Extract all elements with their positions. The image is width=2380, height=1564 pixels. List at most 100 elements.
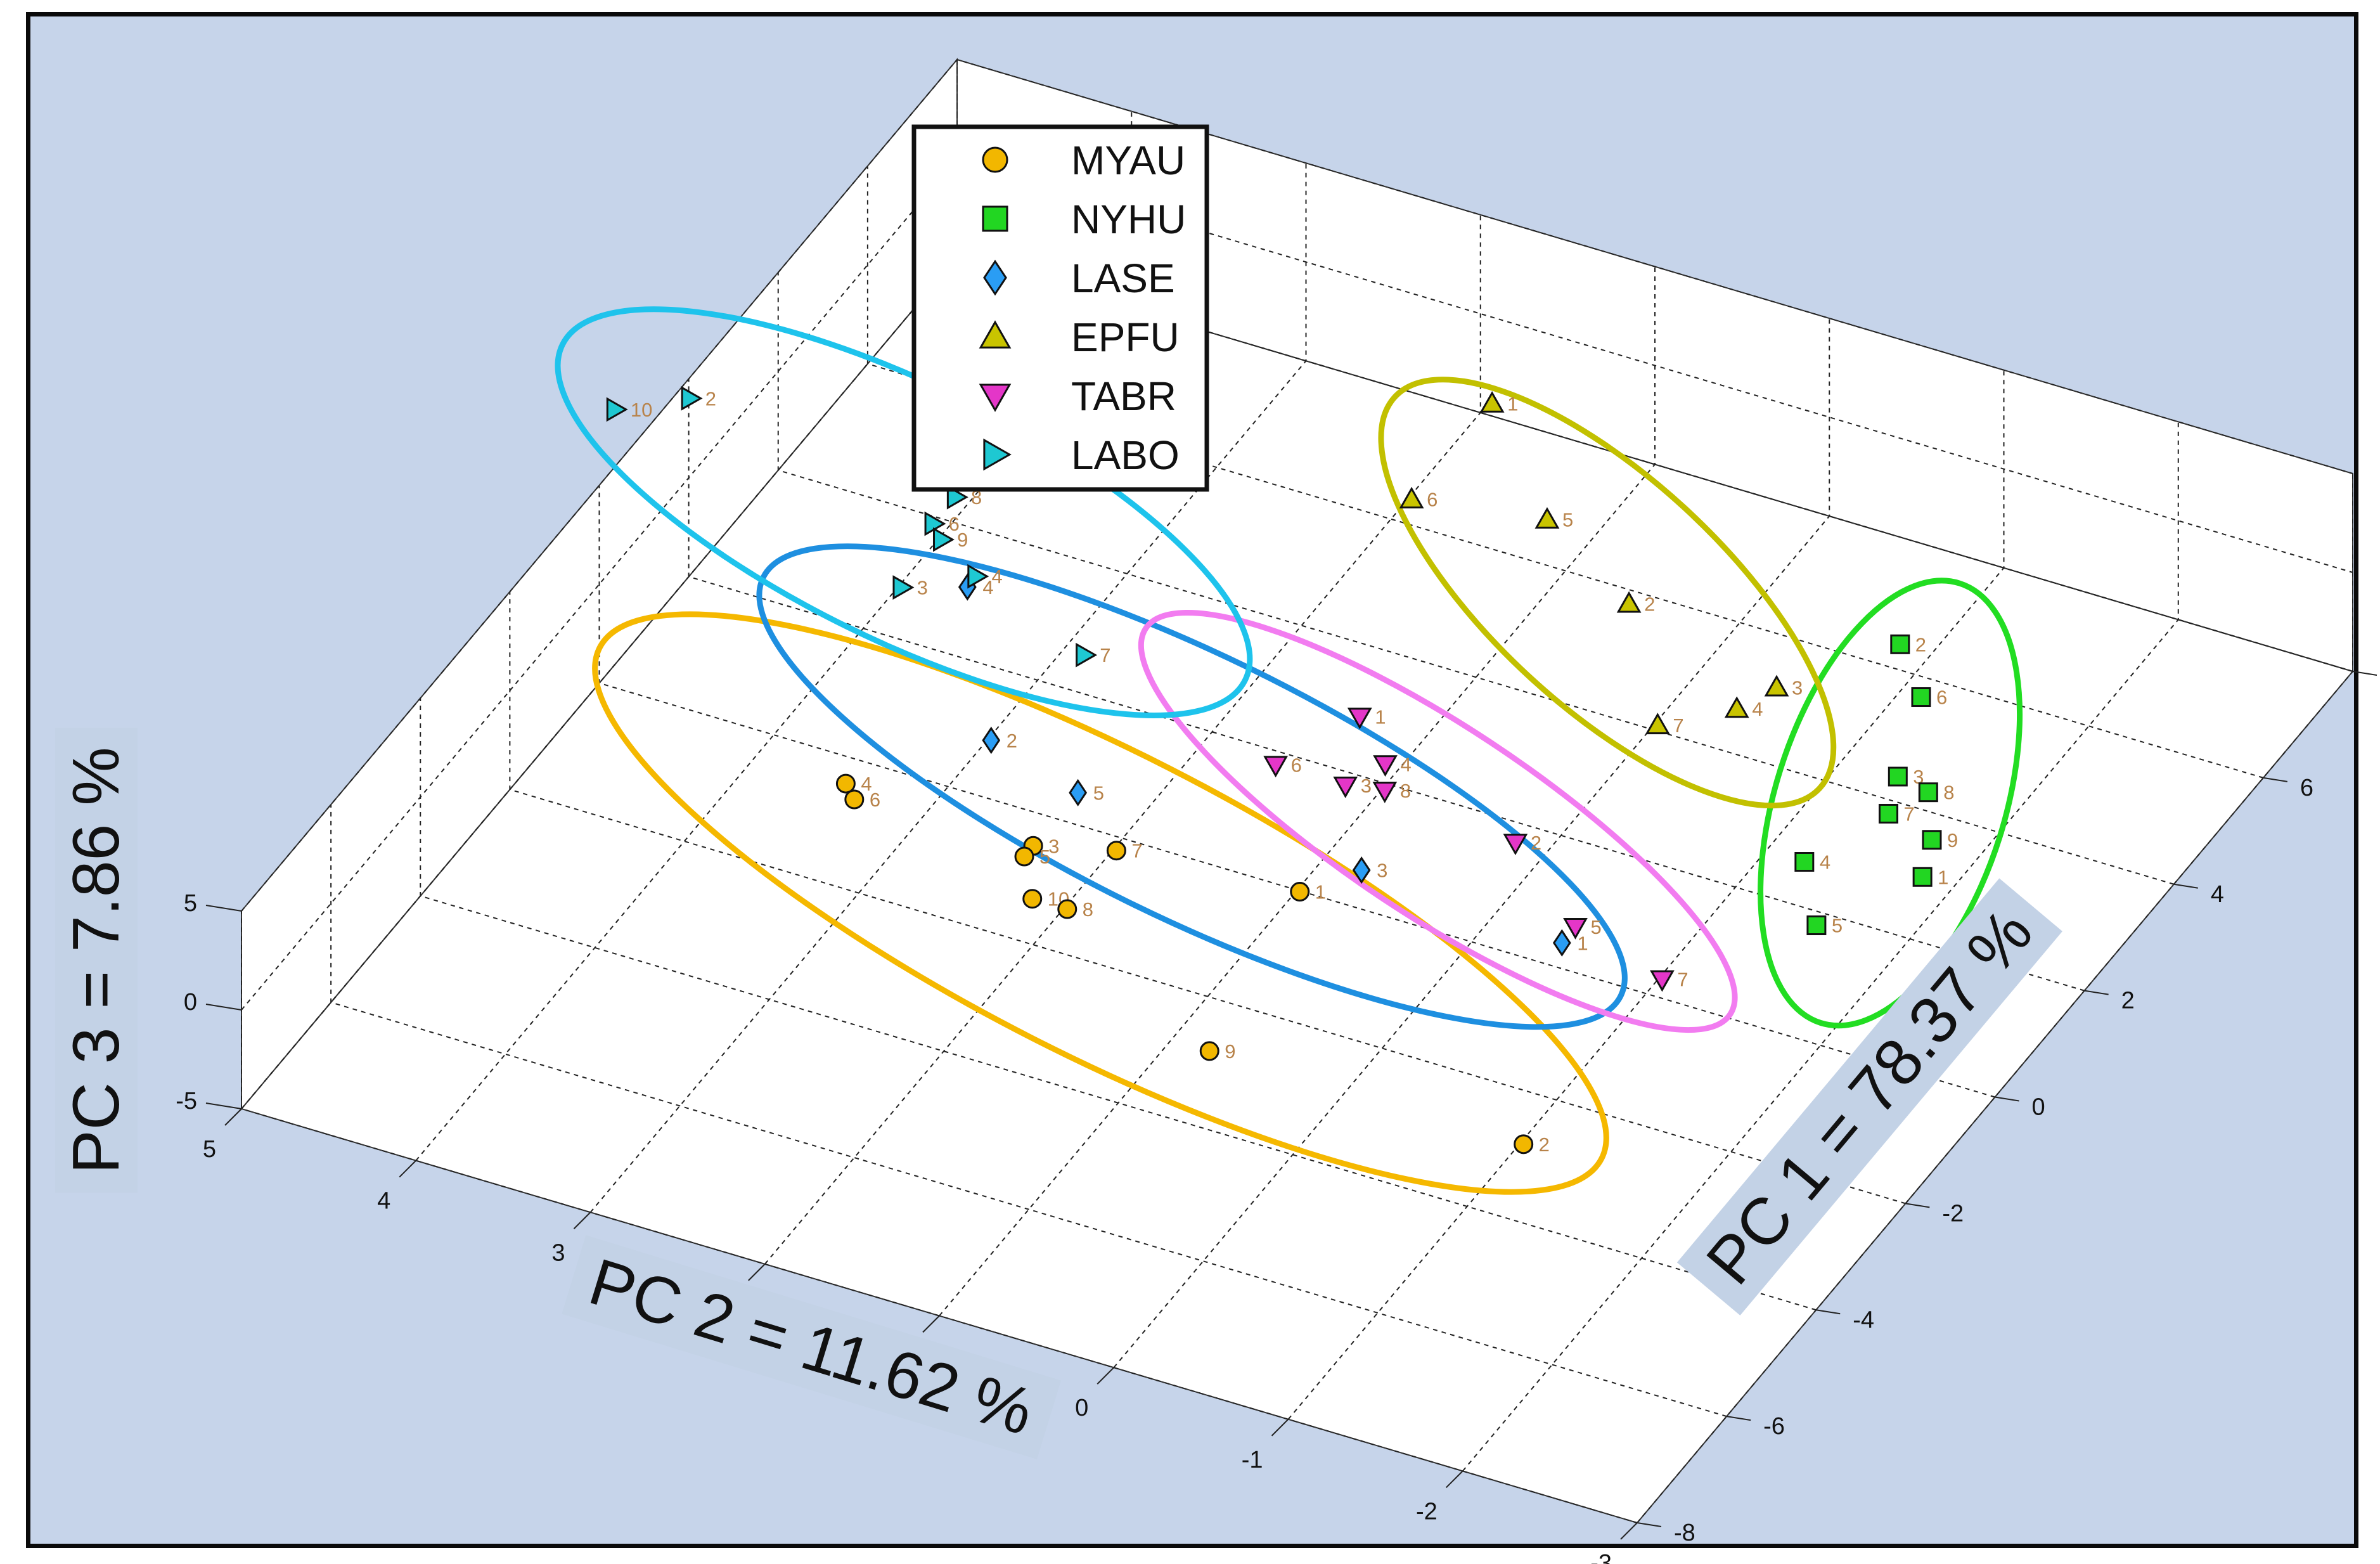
- legend-marker-labo: [983, 438, 1012, 471]
- pc1-tick-mark: [2173, 883, 2198, 889]
- pc2-tick-mark: [748, 1263, 766, 1281]
- point-lase: [1069, 779, 1088, 806]
- pc2-tick-label: 0: [1075, 1395, 1088, 1421]
- pc1-tick-label: -6: [1763, 1413, 1785, 1440]
- point-nyhu: [1806, 915, 1827, 936]
- cluster-ellipse-epfu: [1378, 377, 1837, 809]
- point-labo: [946, 484, 968, 510]
- grid-line-pc1: [777, 272, 2175, 885]
- cluster-ellipse-nyhu: [1758, 578, 2023, 1029]
- point-label-tabr: 1: [1375, 706, 1386, 728]
- pc2-tick-label: -2: [1416, 1498, 1438, 1525]
- pc3-axis-title: PC 3 = 7.86 %: [55, 728, 138, 1193]
- pc1-tick-label: -8: [1674, 1520, 1695, 1546]
- point-labo: [681, 386, 703, 411]
- pc2-tick-label: 4: [377, 1188, 390, 1215]
- point-label-myau: 1: [1315, 881, 1326, 903]
- point-tabr: [1263, 756, 1289, 778]
- point-tabr: [1563, 917, 1588, 940]
- point-label-epfu: 2: [1644, 593, 1655, 615]
- point-label-labo: 8: [971, 486, 982, 508]
- legend-label-tabr: TABR: [1071, 373, 1176, 419]
- point-myau: [1014, 846, 1034, 867]
- point-label-labo: 4: [991, 565, 1002, 588]
- point-lase: [1352, 856, 1371, 884]
- point-labo: [932, 527, 955, 552]
- point-nyhu: [1888, 766, 1908, 787]
- pc3-tick-label: 0: [184, 989, 197, 1016]
- point-label-labo: 6: [949, 513, 960, 535]
- point-label-labo: 3: [917, 577, 928, 599]
- pc2-tick-mark: [1446, 1470, 1463, 1489]
- point-myau: [835, 773, 856, 794]
- point-label-tabr: 5: [1591, 916, 1602, 938]
- point-label-nyhu: 7: [1903, 803, 1914, 825]
- legend-label-myau: MYAU: [1071, 138, 1185, 183]
- point-lase: [1552, 929, 1571, 957]
- point-label-tabr: 8: [1400, 780, 1411, 802]
- pc2-tick-mark: [399, 1160, 416, 1178]
- axis-ticks: -8-6-4-202468543210-1-2-3-505: [176, 671, 2377, 1564]
- legend-label-lase: LASE: [1071, 255, 1175, 301]
- point-epfu: [1764, 675, 1789, 697]
- point-label-epfu: 4: [1752, 698, 1763, 720]
- point-label-myau: 8: [1083, 898, 1093, 921]
- point-label-nyhu: 6: [1936, 687, 1947, 709]
- grid-line-pc2: [1462, 422, 2179, 1472]
- pc1-tick-label: -2: [1942, 1200, 1964, 1227]
- pc1-tick-mark: [1637, 1522, 1662, 1527]
- point-label-nyhu: 4: [1820, 851, 1830, 874]
- point-labo: [1076, 642, 1098, 668]
- point-label-tabr: 7: [1677, 969, 1688, 991]
- pc2-tick-label: 5: [203, 1136, 216, 1163]
- point-lase: [982, 727, 1001, 754]
- point-epfu: [1399, 486, 1424, 508]
- point-myau: [1022, 889, 1043, 909]
- point-myau: [844, 789, 865, 810]
- point-label-nyhu: 9: [1947, 829, 1958, 851]
- grid-line-pc3: [241, 58, 2353, 912]
- point-myau: [1514, 1134, 1534, 1154]
- point-epfu: [1479, 391, 1505, 413]
- point-tabr: [1503, 834, 1528, 855]
- point-label-nyhu: 5: [1832, 915, 1843, 937]
- pc2-tick-mark: [1097, 1367, 1114, 1385]
- legend-label-epfu: EPFU: [1071, 314, 1180, 360]
- point-labo: [606, 397, 628, 422]
- point-epfu: [1534, 507, 1560, 529]
- pc1-tick-mark: [2352, 671, 2377, 676]
- point-label-labo: 10: [631, 399, 652, 421]
- point-nyhu: [1922, 830, 1942, 850]
- point-label-nyhu: 1: [1938, 866, 1948, 888]
- pc2-tick-label: -3: [1590, 1550, 1612, 1564]
- grid-line-pc1: [330, 805, 1727, 1418]
- point-label-lase: 3: [1377, 860, 1387, 882]
- pc1-tick-mark: [2263, 777, 2288, 782]
- point-label-labo: 9: [957, 529, 968, 551]
- pc2-tick-mark: [224, 1108, 242, 1126]
- point-labo: [892, 575, 915, 600]
- point-myau: [1290, 882, 1310, 902]
- point-label-lase: 2: [1007, 730, 1017, 752]
- point-label-myau: 5: [1039, 846, 1050, 868]
- cluster-ellipse-myau: [592, 611, 1609, 1195]
- point-label-tabr: 4: [1401, 753, 1412, 775]
- point-label-lase: 5: [1093, 782, 1104, 804]
- legend-label-nyhu: NYHU: [1071, 197, 1186, 242]
- legend-marker-lase: [983, 259, 1007, 296]
- pc1-tick-label: 6: [2300, 775, 2313, 801]
- point-label-epfu: 6: [1427, 489, 1438, 511]
- pc1-tick-label: -4: [1853, 1307, 1874, 1333]
- grid-line-pc1: [509, 591, 1906, 1205]
- point-myau: [1199, 1041, 1219, 1061]
- point-tabr: [1650, 970, 1675, 992]
- pc1-tick-mark: [1995, 1096, 2019, 1102]
- legend: MYAU NYHU LASE EPFU TABR LABO: [911, 124, 1209, 492]
- point-myau: [1106, 841, 1126, 861]
- grid-line-pc2: [764, 214, 1481, 1265]
- point-epfu: [1724, 696, 1749, 718]
- pc2-tick-mark: [922, 1315, 940, 1333]
- point-label-myau: 9: [1225, 1040, 1235, 1063]
